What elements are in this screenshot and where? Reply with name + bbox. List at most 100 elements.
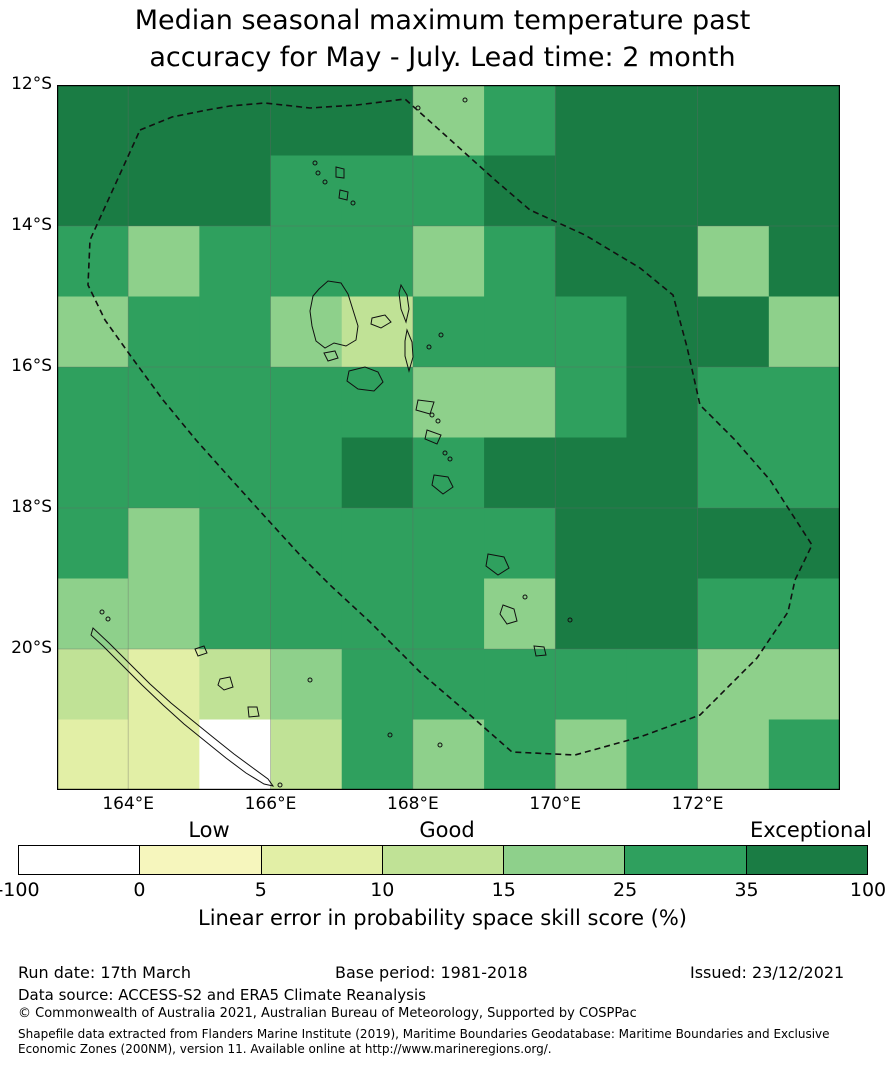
heatmap-cell (57, 226, 129, 298)
heatmap-cell (199, 367, 272, 439)
heatmap-cell (626, 155, 699, 227)
x-tick-label: 168°E (387, 794, 439, 814)
heatmap-cell (484, 226, 556, 298)
colorbar-axis-label: Linear error in probability space skill … (198, 906, 687, 930)
heatmap-cell (199, 155, 272, 227)
heatmap-cell (412, 649, 485, 721)
heatmap-cell (341, 719, 414, 791)
island-speck (387, 732, 393, 738)
island-espiritu-santo (309, 280, 359, 349)
heatmap-cell (626, 508, 699, 580)
island-maewo (398, 283, 410, 324)
heatmap-cell (555, 437, 628, 509)
island-speck (322, 179, 328, 185)
heatmap-cell (412, 155, 485, 227)
colorbar-tick-label: 100 (849, 879, 885, 901)
heatmap-cell (626, 85, 699, 157)
heatmap-cell (57, 85, 129, 157)
shapefile-note-line1: Shapefile data extracted from Flanders M… (18, 1027, 830, 1041)
colorbar-segment (19, 846, 141, 874)
base-period: Base period: 1981-2018 (335, 963, 528, 982)
heatmap-cell (484, 367, 556, 439)
island-speck (567, 617, 573, 623)
heatmap-cell (341, 85, 414, 157)
heatmap-cell (270, 85, 343, 157)
island-speck (307, 677, 313, 683)
heatmap-cell (626, 649, 699, 721)
heatmap-cell (128, 155, 200, 227)
shapefile-note-line2: Economic Zones (200NM), version 11. Avai… (18, 1042, 552, 1056)
heatmap-cell (341, 296, 414, 368)
heatmap-cell (697, 367, 770, 439)
colorbar-segment (746, 846, 867, 874)
island-epi (424, 429, 442, 445)
island-mare (247, 706, 260, 718)
issued-date: Issued: 23/12/2021 (690, 963, 845, 982)
heatmap-cell (484, 437, 556, 509)
island-speck (437, 742, 443, 748)
heatmap-cell (412, 367, 485, 439)
colorbar-tick-label: 35 (734, 879, 759, 901)
island-speck (277, 782, 283, 788)
colorbar-segment (261, 846, 383, 874)
heatmap-cell (341, 437, 414, 509)
heatmap-cell (626, 296, 699, 368)
map-plot (57, 84, 841, 791)
colorbar-tick-label: 25 (613, 879, 638, 901)
y-tick-label: 18°S (11, 497, 52, 517)
y-tick-label: 12°S (11, 74, 52, 94)
heatmap-cell (697, 578, 770, 650)
heatmap-cell (199, 437, 272, 509)
heatmap-cell (484, 296, 556, 368)
label-exceptional: Exceptional (749, 818, 873, 842)
heatmap-cell (341, 508, 414, 580)
island-speck (442, 450, 448, 456)
heatmap-cell (57, 437, 129, 509)
heatmap-cell (412, 578, 485, 650)
y-tick-label: 14°S (11, 215, 52, 235)
island-speck (522, 594, 528, 600)
island-ambae (370, 314, 392, 329)
heatmap-cell (270, 719, 343, 791)
heatmap-cell (412, 437, 485, 509)
heatmap-cell (697, 226, 770, 298)
map-border (57, 85, 840, 790)
heatmap-cell (768, 578, 841, 650)
heatmap-cell (128, 578, 200, 650)
colorbar-tick-label: 15 (491, 879, 516, 901)
colorbar-segment (504, 846, 626, 874)
heatmap-cell (697, 719, 770, 791)
island-speck (105, 616, 111, 622)
island-speck (99, 609, 105, 615)
heatmap-cell (697, 155, 770, 227)
island-malo (323, 350, 339, 362)
island-tanna (499, 604, 518, 625)
heatmap-cell (697, 437, 770, 509)
heatmap-cell (412, 85, 485, 157)
heatmap-cell (341, 226, 414, 298)
colorbar-tick-label: 0 (133, 879, 146, 901)
heatmap-cell (128, 508, 200, 580)
heatmap-cell (697, 649, 770, 721)
heatmap-cell (697, 85, 770, 157)
heatmap-cell (484, 85, 556, 157)
heatmap-cell (57, 155, 129, 227)
heatmap-cell (768, 155, 841, 227)
heatmap-cell (270, 437, 343, 509)
heatmap-cell (270, 155, 343, 227)
heatmap-cell (768, 437, 841, 509)
heatmap-cell (199, 508, 272, 580)
heatmap-cell (484, 719, 556, 791)
heatmap-cell (57, 578, 129, 650)
heatmap-cell (697, 508, 770, 580)
heatmap-cell (768, 367, 841, 439)
heatmap-cell (768, 85, 841, 157)
heatmap-cell (128, 296, 200, 368)
colorbar-tick-label: 5 (254, 879, 267, 901)
chart-title-line2: accuracy for May - July. Lead time: 2 mo… (149, 42, 736, 73)
heatmap-cell (57, 367, 129, 439)
heatmap-cell (697, 296, 770, 368)
heatmap-cell (412, 719, 485, 791)
heatmap-cell (626, 578, 699, 650)
island-malakula (346, 366, 384, 392)
